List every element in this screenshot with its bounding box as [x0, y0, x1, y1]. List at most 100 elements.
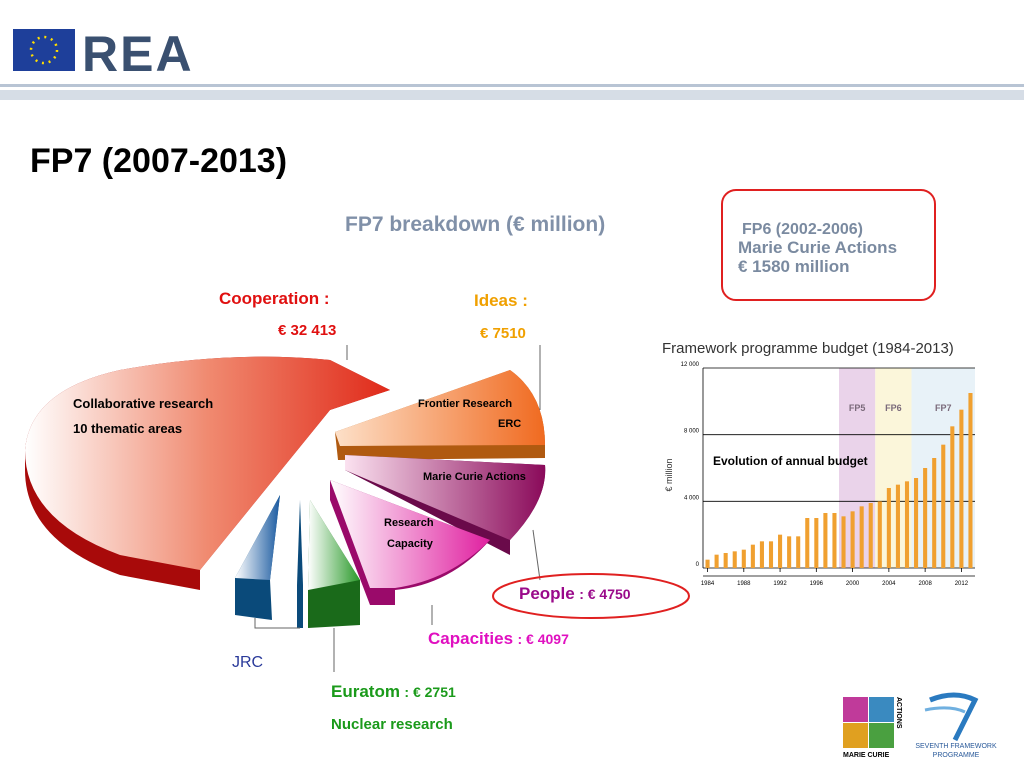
pie-sub: Nuclear research — [331, 716, 453, 733]
bar — [914, 478, 919, 568]
logo-text: PROGRAMME — [933, 752, 980, 759]
eu-stars — [29, 35, 59, 65]
logo-tile — [843, 697, 868, 722]
label: Euratom — [331, 682, 400, 701]
fp-band-label: FP6 — [885, 403, 902, 413]
slice-ideas — [335, 370, 545, 446]
amount: : € 2751 — [404, 684, 456, 700]
breakdown-title: FP7 breakdown (€ million) — [345, 213, 605, 236]
amount: : € 4097 — [518, 631, 570, 647]
x-tick-label: 1996 — [810, 581, 824, 587]
header-band — [0, 90, 1024, 100]
bar — [932, 458, 937, 568]
bar — [941, 444, 946, 568]
x-tick-label: 2000 — [846, 581, 860, 587]
amount: : € 4750 — [579, 586, 631, 602]
slice-jrc-thin — [297, 500, 303, 628]
bar — [796, 536, 801, 568]
bar — [968, 393, 973, 568]
bar — [705, 559, 710, 568]
bar — [904, 481, 910, 568]
leader — [532, 529, 541, 581]
logo-tile — [843, 723, 868, 748]
y-tick-label: 8 000 — [684, 429, 700, 435]
bar — [814, 518, 819, 568]
y-tick-label: 0 — [696, 562, 700, 568]
fp6-line: Marie Curie Actions — [738, 238, 897, 257]
logo-text: SEVENTH FRAMEWORK — [915, 743, 997, 750]
pie-label: Ideas : — [474, 291, 528, 310]
bar — [768, 541, 774, 568]
fp6-line: FP6 (2002-2006) — [742, 221, 863, 238]
pie-label: Euratom : € 2751 — [331, 682, 456, 701]
bar — [714, 554, 719, 568]
logo-tile — [869, 697, 894, 722]
pie-amount: € 7510 — [480, 325, 526, 342]
slice-text: Capacity — [387, 538, 434, 550]
logo-text: MARIE CURIE — [843, 752, 890, 759]
pie — [25, 345, 546, 672]
bar — [805, 518, 810, 568]
logo-seven — [929, 692, 979, 742]
bar — [923, 468, 928, 568]
logo-text: ACTIONS — [895, 697, 902, 729]
y-tick-label: 4 000 — [684, 495, 700, 501]
fp6-line: € 1580 million — [738, 257, 850, 276]
eu-flag — [13, 29, 75, 71]
pie-label: People : € 4750 — [519, 584, 631, 603]
logo-swoosh — [924, 706, 966, 714]
label: Capacities — [428, 629, 513, 648]
bar — [850, 511, 855, 568]
bar — [859, 506, 864, 568]
logo-tile — [869, 723, 894, 748]
x-tick-label: 2012 — [955, 581, 969, 587]
x-tick-label: 1992 — [773, 581, 787, 587]
bar — [841, 516, 846, 568]
fp-band-label: FP5 — [849, 403, 866, 413]
label: People — [519, 584, 575, 603]
slice-cooperation — [25, 356, 390, 570]
slice-text: Frontier Research — [418, 398, 512, 410]
fp7-logo: SEVENTH FRAMEWORK PROGRAMME — [915, 692, 997, 759]
x-tick-label: 2008 — [918, 581, 932, 587]
x-tick-label: 2004 — [882, 581, 896, 587]
people-highlight — [492, 573, 690, 619]
slice-people — [345, 455, 546, 540]
slice-jrc — [235, 495, 280, 580]
slice-text: 10 thematic areas — [73, 421, 182, 436]
bar — [886, 488, 891, 568]
bar — [787, 536, 792, 568]
fp6-box — [721, 189, 936, 301]
bar — [895, 484, 900, 568]
marie-curie-logo: MARIE CURIE ACTIONS — [843, 697, 902, 759]
chart-title: Framework programme budget (1984-2013) — [662, 340, 954, 357]
pie-label: Cooperation : — [219, 289, 330, 308]
bar — [732, 551, 737, 568]
bar — [741, 549, 746, 568]
bar — [832, 513, 837, 568]
y-axis-label: € million — [664, 458, 674, 491]
slice-text: Research — [384, 517, 434, 529]
bar — [823, 513, 828, 568]
bar — [778, 534, 783, 568]
slice-euratom — [308, 500, 360, 590]
pie-label: Capacities : € 4097 — [428, 629, 569, 648]
bar — [868, 503, 873, 568]
bar — [950, 426, 955, 568]
rea-logo: REA — [82, 26, 194, 82]
header-rule — [0, 84, 1024, 87]
y-tick-label: 12 000 — [681, 362, 700, 368]
bar — [959, 409, 964, 568]
budget-chart: Framework programme budget (1984-2013) €… — [662, 340, 975, 587]
fp-band-label: FP7 — [935, 403, 952, 413]
slice-capacities — [330, 480, 490, 588]
chart-annotation: Evolution of annual budget — [713, 454, 868, 468]
bar — [759, 541, 764, 568]
bar — [877, 501, 882, 568]
slice-text: Collaborative research — [73, 396, 213, 411]
pie-label: JRC — [232, 654, 263, 671]
pie-amount: € 32 413 — [278, 322, 336, 339]
bar — [723, 553, 728, 568]
x-tick-label: 1988 — [737, 581, 751, 587]
